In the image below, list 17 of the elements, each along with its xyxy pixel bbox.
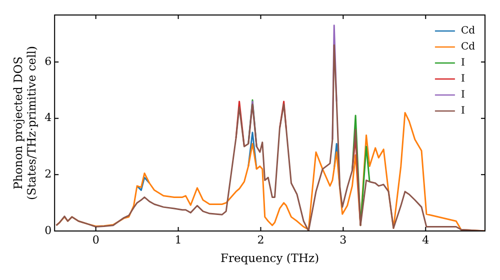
- y-axis-title: Phonon projected DOS (States/THz·primitive cell): [10, 46, 39, 200]
- legend-label: I: [460, 106, 465, 117]
- x-tick-label: 2: [257, 233, 264, 246]
- legend-label: Cd: [460, 26, 476, 37]
- legend-label: Cd: [460, 42, 476, 53]
- legend-label: I: [460, 58, 465, 69]
- x-tick-label: 3: [340, 233, 347, 246]
- x-tick-label: 1: [174, 233, 182, 246]
- y-tick-label: 2: [44, 168, 52, 181]
- x-tick-label: 0: [92, 233, 100, 246]
- y-tick-label: 4: [44, 111, 52, 124]
- legend-label: I: [460, 90, 465, 101]
- x-tick-label: 4: [422, 233, 430, 246]
- y-tick-label: 6: [44, 54, 52, 68]
- x-axis-title: Frequency (THz): [220, 251, 320, 266]
- legend-label: I: [460, 74, 465, 85]
- y-tick-label: 0: [44, 224, 52, 237]
